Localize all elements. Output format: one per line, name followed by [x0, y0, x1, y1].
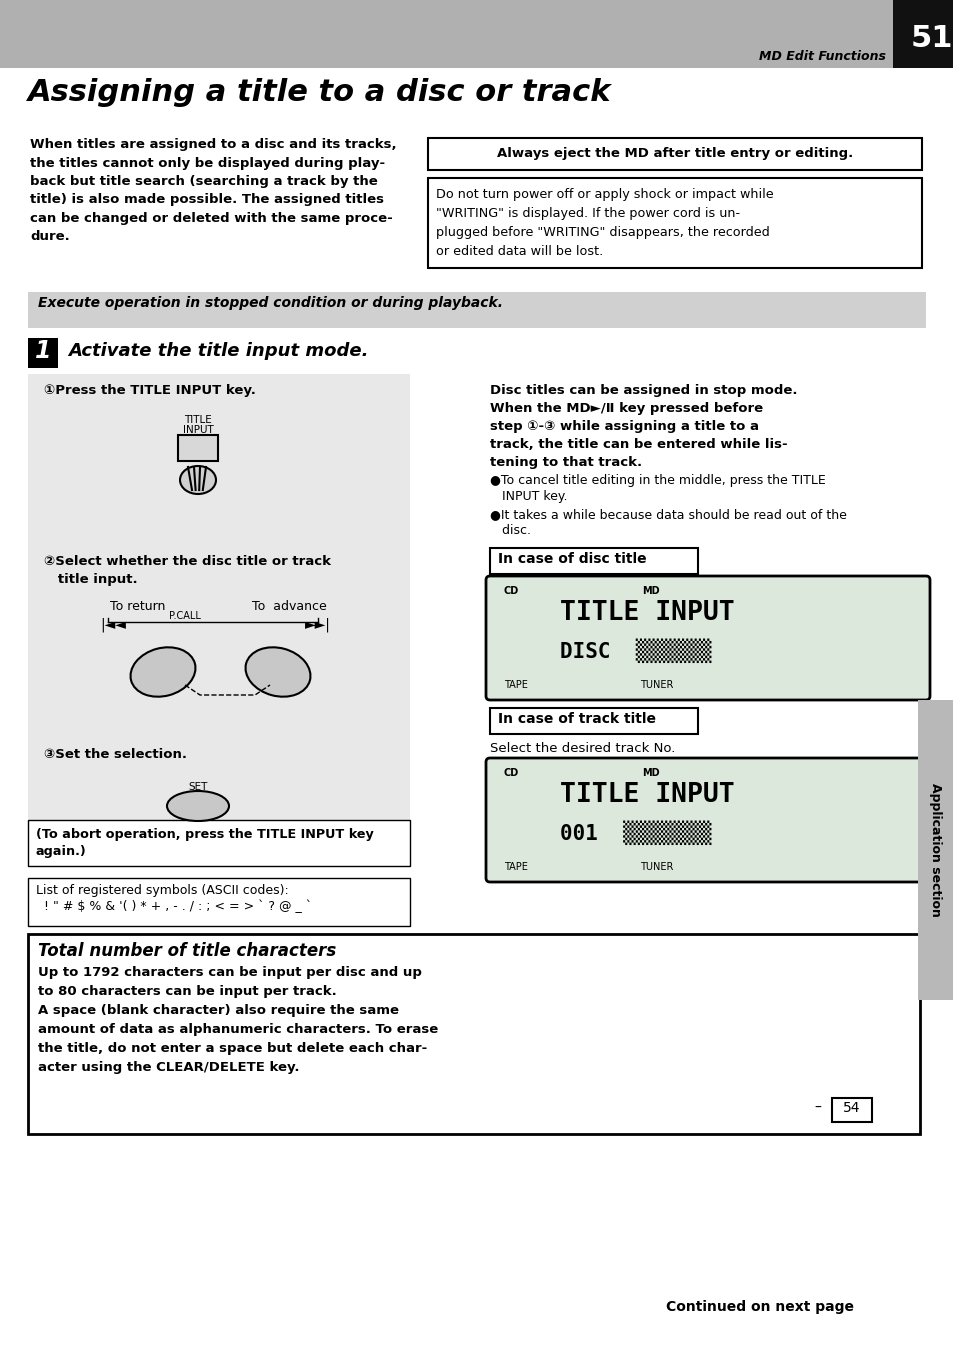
Text: Total number of title characters: Total number of title characters [38, 942, 335, 961]
Text: dure.: dure. [30, 231, 70, 243]
Bar [28, 934, 919, 1133]
Ellipse shape [131, 647, 195, 697]
Bar [0, 0, 953, 68]
Text: Select the desired track No.: Select the desired track No. [490, 742, 675, 755]
Bar [490, 549, 698, 574]
Text: List of registered symbols (ASCII codes):: List of registered symbols (ASCII codes)… [36, 884, 289, 897]
Text: TITLE INPUT: TITLE INPUT [559, 600, 734, 626]
Text: tening to that track.: tening to that track. [490, 457, 641, 469]
Ellipse shape [180, 466, 215, 494]
Bar [178, 435, 218, 461]
Bar [28, 820, 410, 866]
Text: ①Press the TITLE INPUT key.: ①Press the TITLE INPUT key. [44, 384, 255, 397]
Text: can be changed or deleted with the same proce-: can be changed or deleted with the same … [30, 212, 393, 226]
Text: Activate the title input mode.: Activate the title input mode. [68, 342, 368, 359]
Text: 1: 1 [34, 339, 51, 363]
Text: TUNER: TUNER [639, 862, 673, 871]
Text: MD: MD [641, 586, 659, 596]
Text: Execute operation in stopped condition or during playback.: Execute operation in stopped condition o… [38, 296, 502, 309]
Text: INPUT: INPUT [182, 426, 213, 435]
Text: step ①-③ while assigning a title to a: step ①-③ while assigning a title to a [490, 420, 759, 434]
FancyBboxPatch shape [485, 758, 929, 882]
Text: |◄◄: |◄◄ [100, 617, 126, 632]
Ellipse shape [167, 790, 229, 821]
Bar [428, 178, 921, 267]
Text: ③Set the selection.: ③Set the selection. [44, 748, 187, 761]
Ellipse shape [245, 647, 310, 697]
Text: Continued on next page: Continued on next page [665, 1300, 853, 1315]
Text: In case of track title: In case of track title [497, 712, 656, 725]
Text: (To abort operation, press the TITLE INPUT key: (To abort operation, press the TITLE INP… [36, 828, 374, 842]
Text: TAPE: TAPE [503, 862, 527, 871]
Text: DISC  ▒▒▒▒▒▒: DISC ▒▒▒▒▒▒ [559, 638, 711, 662]
Text: amount of data as alphanumeric characters. To erase: amount of data as alphanumeric character… [38, 1023, 437, 1036]
Text: Assigning a title to a disc or track: Assigning a title to a disc or track [28, 78, 611, 107]
Bar [28, 374, 410, 854]
Text: title) is also made possible. The assigned titles: title) is also made possible. The assign… [30, 193, 384, 207]
Text: disc.: disc. [490, 524, 531, 536]
FancyBboxPatch shape [485, 576, 929, 700]
Text: CD: CD [503, 767, 518, 778]
Text: MD Edit Functions: MD Edit Functions [759, 50, 885, 63]
Text: To return: To return [110, 600, 165, 613]
Text: Do not turn power off or apply shock or impact while: Do not turn power off or apply shock or … [436, 188, 773, 201]
Bar [917, 700, 953, 1000]
Text: acter using the CLEAR/DELETE key.: acter using the CLEAR/DELETE key. [38, 1061, 299, 1074]
Text: ! " # $ % & '( ) * + , - . / : ; < = > ` ? @ _ `: ! " # $ % & '( ) * + , - . / : ; < = > `… [36, 900, 312, 913]
Text: CD: CD [503, 586, 518, 596]
Text: track, the title can be entered while lis-: track, the title can be entered while li… [490, 438, 787, 451]
Text: When titles are assigned to a disc and its tracks,: When titles are assigned to a disc and i… [30, 138, 396, 151]
Text: Application section: Application section [928, 784, 942, 917]
Bar [28, 878, 410, 925]
Bar [831, 1098, 871, 1121]
Text: again.): again.) [36, 844, 87, 858]
Text: A space (blank character) also require the same: A space (blank character) also require t… [38, 1004, 398, 1017]
Text: SET: SET [188, 782, 208, 792]
Text: ●It takes a while because data should be read out of the: ●It takes a while because data should be… [490, 508, 846, 521]
Text: TAPE: TAPE [503, 680, 527, 690]
Bar [490, 708, 698, 734]
Text: "WRITING" is displayed. If the power cord is un-: "WRITING" is displayed. If the power cor… [436, 207, 740, 220]
Bar [428, 138, 921, 170]
Text: ②Select whether the disc title or track: ②Select whether the disc title or track [44, 555, 331, 567]
Text: To  advance: To advance [252, 600, 327, 613]
Text: 54: 54 [842, 1101, 860, 1115]
Text: ●To cancel title editing in the middle, press the TITLE: ●To cancel title editing in the middle, … [490, 474, 825, 486]
Text: TITLE: TITLE [184, 415, 212, 426]
Bar [28, 338, 58, 367]
Text: –: – [813, 1101, 820, 1115]
Bar [892, 0, 953, 68]
Text: TITLE INPUT: TITLE INPUT [559, 782, 734, 808]
Text: 51: 51 [910, 24, 952, 53]
Text: In case of disc title: In case of disc title [497, 553, 646, 566]
Text: 001  ▒▒▒▒▒▒▒: 001 ▒▒▒▒▒▒▒ [559, 820, 711, 844]
Text: the titles cannot only be displayed during play-: the titles cannot only be displayed duri… [30, 157, 385, 169]
Bar [28, 292, 925, 328]
Text: P.CALL: P.CALL [169, 611, 201, 621]
Text: ►►|: ►►| [305, 617, 331, 632]
Text: INPUT key.: INPUT key. [490, 490, 567, 503]
Text: Up to 1792 characters can be input per disc and up: Up to 1792 characters can be input per d… [38, 966, 421, 979]
Text: back but title search (searching a track by the: back but title search (searching a track… [30, 176, 377, 188]
Text: the title, do not enter a space but delete each char-: the title, do not enter a space but dele… [38, 1042, 427, 1055]
Text: MD: MD [641, 767, 659, 778]
Text: or edited data will be lost.: or edited data will be lost. [436, 245, 602, 258]
Text: TUNER: TUNER [639, 680, 673, 690]
Text: Disc titles can be assigned in stop mode.: Disc titles can be assigned in stop mode… [490, 384, 797, 397]
Text: title input.: title input. [44, 573, 137, 586]
Text: plugged before "WRITING" disappears, the recorded: plugged before "WRITING" disappears, the… [436, 226, 769, 239]
Text: Always eject the MD after title entry or editing.: Always eject the MD after title entry or… [497, 147, 852, 159]
Text: When the MD►/Ⅱ key pressed before: When the MD►/Ⅱ key pressed before [490, 403, 762, 415]
Text: to 80 characters can be input per track.: to 80 characters can be input per track. [38, 985, 336, 998]
